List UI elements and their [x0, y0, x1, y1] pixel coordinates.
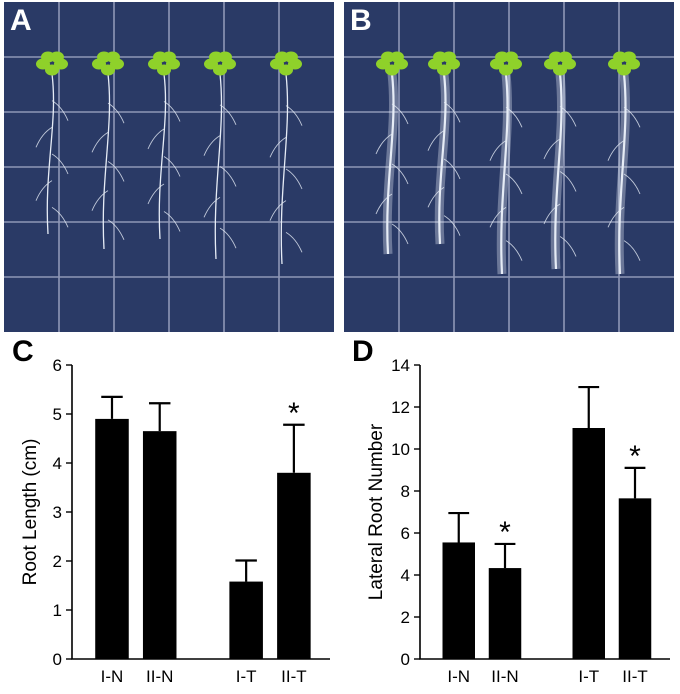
x-tick-label: II-T — [622, 667, 648, 686]
y-tick-label: 1 — [53, 601, 62, 620]
x-tick-label: II-N — [491, 667, 518, 686]
seedling — [35, 51, 69, 235]
y-tick-label: 3 — [53, 503, 62, 522]
bar — [277, 472, 311, 659]
seedling — [607, 51, 641, 275]
error-bar — [578, 385, 600, 428]
seedling — [91, 51, 125, 250]
bar — [488, 568, 522, 659]
x-tick-label: II-T — [281, 667, 307, 686]
panel-label-d: D — [352, 335, 374, 368]
panel-label-c: C — [12, 335, 34, 368]
y-tick-label: 4 — [53, 454, 62, 473]
y-tick-label: 10 — [391, 440, 410, 459]
error-bar — [624, 466, 646, 499]
y-tick-label: 14 — [391, 356, 410, 375]
x-tick-label: I-T — [578, 667, 599, 686]
plate-photo-treated — [344, 2, 674, 332]
significance-marker: * — [629, 440, 641, 473]
seedlings — [35, 51, 303, 265]
bar — [142, 431, 177, 659]
x-tick-label: I-N — [101, 667, 124, 686]
error-bar — [148, 402, 171, 432]
seedling — [427, 51, 461, 245]
seedling — [147, 51, 181, 240]
seedling — [269, 51, 303, 265]
seedling — [543, 51, 577, 270]
x-tick-label: I-T — [236, 667, 257, 686]
chart-lateral-root-number: 0 2 4 6 8 10 12 14 Lateral Root Number I-N * II-N I-… — [366, 356, 670, 686]
seedling — [375, 51, 409, 255]
y-tick-label: 6 — [53, 356, 62, 375]
y-tick-label: 0 — [401, 650, 410, 669]
bar — [618, 498, 652, 659]
y-tick-label: 2 — [401, 608, 410, 627]
error-bar — [235, 559, 257, 582]
panel-label-b: B — [350, 4, 372, 37]
bar — [572, 428, 605, 659]
bar — [442, 542, 475, 659]
y-axis-label: Lateral Root Number — [366, 423, 387, 600]
seedling — [203, 51, 237, 260]
error-bar — [101, 395, 123, 419]
significance-marker: * — [499, 516, 511, 549]
panel-label-a: A — [10, 4, 32, 37]
chart-root-length: 0 1 2 3 4 5 6 Root Length (cm) I-N II-N I-T * II-T — [20, 356, 330, 686]
bar — [95, 418, 129, 659]
x-tick-label: II-N — [146, 667, 173, 686]
y-tick-label: 5 — [53, 405, 62, 424]
significance-marker: * — [288, 397, 300, 430]
plate-photo-normal — [4, 2, 334, 332]
y-tick-label: 12 — [391, 398, 410, 417]
y-tick-label: 4 — [401, 566, 410, 585]
seedlings — [375, 51, 641, 275]
y-axis-label: Root Length (cm) — [20, 439, 41, 586]
error-bar — [494, 542, 516, 569]
error-bar — [283, 423, 305, 473]
y-tick-label: 8 — [401, 482, 410, 501]
y-tick-label: 6 — [401, 524, 410, 543]
x-tick-label: I-N — [447, 667, 470, 686]
error-bar — [448, 511, 470, 543]
bar — [229, 581, 263, 659]
y-tick-label: 0 — [53, 650, 62, 669]
seedling — [489, 51, 523, 275]
y-tick-label: 2 — [53, 552, 62, 571]
